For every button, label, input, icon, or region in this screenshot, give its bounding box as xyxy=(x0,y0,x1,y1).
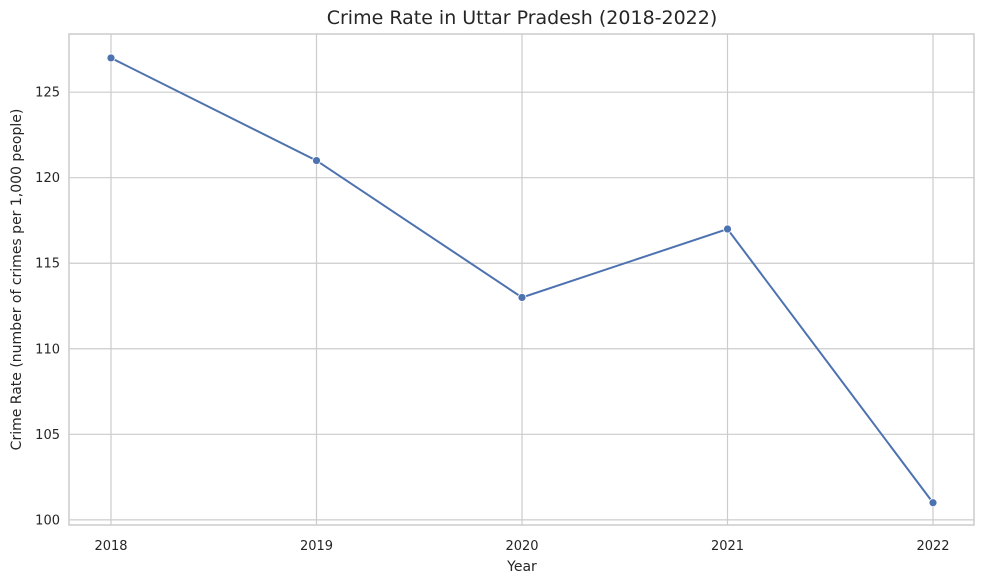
y-tick-label: 115 xyxy=(35,257,60,272)
x-tick-label: 2019 xyxy=(300,539,333,554)
y-axis-label: Crime Rate (number of crimes per 1,000 p… xyxy=(9,109,25,451)
data-point-2020 xyxy=(517,293,527,302)
y-tick-label: 110 xyxy=(35,342,60,357)
x-axis-label: Year xyxy=(506,559,537,575)
y-tick-label: 125 xyxy=(35,86,60,101)
y-tick-label: 105 xyxy=(35,428,60,443)
y-axis-ticks: 100 105 110 115 120 125 xyxy=(35,86,60,529)
x-axis-ticks: 2018 2019 2020 2021 2022 xyxy=(94,539,949,554)
data-point-2018 xyxy=(106,53,116,63)
x-tick-label: 2022 xyxy=(916,539,949,554)
y-tick-label: 120 xyxy=(35,171,60,186)
x-tick-label: 2021 xyxy=(711,539,744,554)
chart-title: Crime Rate in Uttar Pradesh (2018-2022) xyxy=(327,7,718,29)
crime-rate-points xyxy=(106,53,938,508)
plot-frame xyxy=(68,33,975,526)
data-point-2019 xyxy=(312,156,321,165)
grid-lines xyxy=(69,34,974,525)
x-tick-label: 2018 xyxy=(94,539,127,554)
data-point-2022 xyxy=(928,498,938,508)
x-tick-label: 2020 xyxy=(505,539,538,554)
y-tick-label: 100 xyxy=(35,513,60,528)
data-point-2021 xyxy=(723,224,732,234)
